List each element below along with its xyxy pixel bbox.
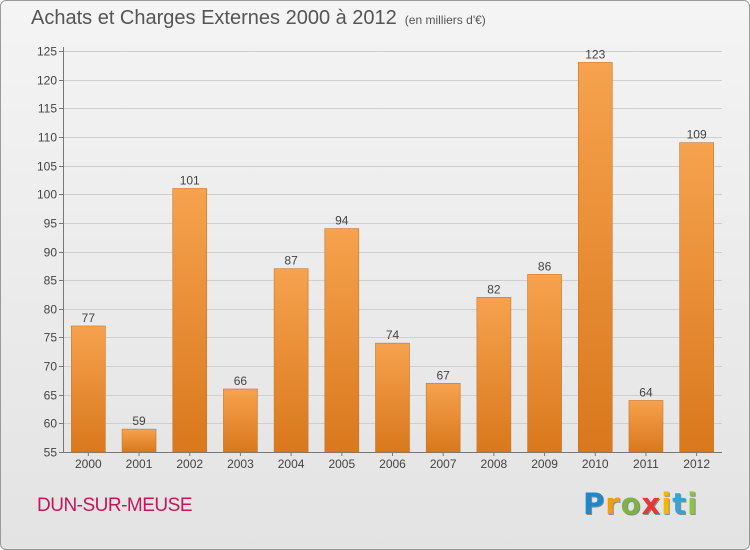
x-tick-label: 2005 [328,457,355,471]
y-tick-label: 60 [44,417,58,431]
data-label: 87 [284,254,298,268]
data-label: 67 [437,368,451,382]
y-tick-label: 110 [38,131,57,145]
chart-title-text: Achats et Charges Externes 2000 à 2012 [31,7,397,29]
bars [71,62,714,453]
data-label: 82 [487,282,501,296]
y-tick-label: 120 [37,74,57,88]
logo-letter: t [672,487,688,521]
y-tick-label: 100 [37,188,57,202]
y-tick-label: 65 [44,389,58,403]
x-tick-labels: 2000 2001 2002 2003 2004 2005 2006 2007 2008 2009… [75,457,710,471]
x-tick-label: 2009 [531,457,558,471]
data-label: 64 [639,385,653,399]
data-label: 66 [234,374,248,388]
y-tick-label: 115 [38,102,57,116]
bar [172,188,208,453]
x-tick-label: 2004 [278,457,305,471]
y-tick-label: 75 [44,331,58,345]
bar [679,142,714,453]
x-tick-label: 2010 [582,457,609,471]
x-tick-label: 2007 [430,457,457,471]
bar [527,274,562,453]
x-tick-label: 2003 [227,457,254,471]
proxiti-logo: Proxiti [583,487,698,521]
logo-letter: i [687,487,699,521]
bar [223,388,258,453]
bar [476,297,512,453]
y-tick-label: 95 [44,217,58,231]
x-tick-label: 2008 [481,457,508,471]
data-label: 101 [180,173,200,187]
logo-letter: r [605,487,621,521]
chart-title: Achats et Charges Externes 2000 à 2012 (e… [31,7,486,30]
x-tick-label: 2002 [176,457,203,471]
bar [324,228,360,453]
chart-subtitle: (en milliers d'€) [404,13,486,27]
data-labels: 77 59 101 66 87 94 74 67 82 86 123 64 109 [82,47,707,428]
y-tick-label: 80 [44,303,58,317]
bar [273,268,309,453]
y-tick-labels: 55 60 65 70 75 80 85 90 95 100 105 110 115 120 125 [37,45,57,460]
bar [71,325,106,453]
bar [121,428,157,453]
place-name: DUN-SUR-MEUSE [37,495,193,516]
axes [59,47,722,456]
x-tick-label: 2012 [683,457,710,471]
logo-letter: i [661,487,673,521]
data-label: 86 [538,259,552,273]
data-label: 59 [132,414,146,428]
y-tick-label: 105 [37,160,57,174]
bar [577,62,613,453]
data-label: 123 [585,47,605,61]
data-label: 109 [687,128,707,142]
y-tick-label: 70 [44,360,58,374]
data-label: 94 [335,214,349,228]
y-tick-label: 55 [44,446,58,460]
bar [425,382,461,453]
y-tick-label: 125 [37,45,57,59]
bar [628,400,664,453]
x-tick-label: 2006 [379,457,406,471]
logo-letter: o [620,487,642,521]
logo-letter: x [641,487,662,521]
y-tick-label: 90 [44,246,58,260]
data-label: 77 [82,311,96,325]
data-label: 74 [386,328,400,342]
x-tick-label: 2000 [75,457,102,471]
x-tick-label: 2001 [126,457,153,471]
x-tick-label: 2011 [633,457,659,471]
logo-letter: P [583,487,606,521]
bar [375,342,410,453]
y-tick-label: 85 [44,274,58,288]
